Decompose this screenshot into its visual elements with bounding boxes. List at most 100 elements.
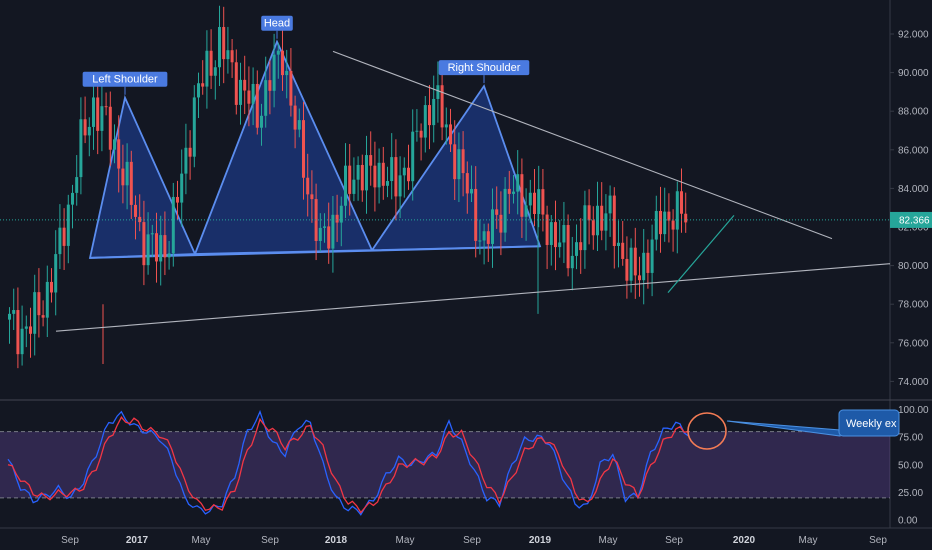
candle-body bbox=[251, 83, 255, 104]
candle-body bbox=[71, 192, 74, 205]
candle-body bbox=[92, 97, 95, 127]
candle-body bbox=[163, 235, 167, 258]
candle-body bbox=[579, 242, 583, 251]
candle-body bbox=[272, 54, 276, 91]
candle-body bbox=[289, 70, 293, 106]
candle-body bbox=[79, 119, 83, 178]
candle-body bbox=[365, 155, 368, 191]
time-tick-label: Sep bbox=[665, 535, 683, 546]
candle-body bbox=[398, 175, 402, 197]
candle-body bbox=[470, 188, 473, 194]
candle-body bbox=[600, 205, 604, 231]
candle-body bbox=[45, 281, 49, 318]
candle-body bbox=[407, 167, 410, 182]
price-tick-label: 90.000 bbox=[898, 68, 929, 79]
candle-body bbox=[554, 222, 557, 248]
resistance-trendline bbox=[332, 50, 833, 240]
candle-body bbox=[457, 149, 461, 180]
candle-body bbox=[423, 105, 427, 138]
candle-body bbox=[243, 79, 247, 91]
candle-body bbox=[633, 247, 637, 276]
price-tick-label: 80.000 bbox=[898, 261, 929, 272]
candle-body bbox=[537, 189, 541, 215]
candle-body bbox=[629, 247, 633, 281]
candle-body bbox=[226, 50, 230, 60]
candle-body bbox=[205, 50, 209, 87]
candle-body bbox=[41, 315, 45, 318]
candle-body bbox=[583, 205, 587, 251]
candle-body bbox=[465, 173, 469, 194]
candle-body bbox=[113, 139, 116, 150]
candle-body bbox=[369, 155, 373, 166]
candle-body bbox=[12, 310, 16, 314]
candle-body bbox=[402, 167, 406, 176]
candle-body bbox=[75, 177, 79, 193]
candle-body bbox=[461, 149, 465, 174]
candle-body bbox=[419, 130, 423, 138]
candle-body bbox=[394, 157, 398, 197]
oscillator-tick-label: 100.00 bbox=[898, 405, 929, 416]
candle-body bbox=[121, 168, 125, 186]
oscillator-tick-label: 50.00 bbox=[898, 460, 923, 471]
candle-body bbox=[285, 70, 289, 76]
candle-body bbox=[482, 231, 486, 241]
time-tick-label: May bbox=[192, 535, 211, 546]
candle-body bbox=[352, 179, 356, 194]
candle-body bbox=[386, 181, 389, 186]
candle-body bbox=[255, 83, 259, 128]
candle-body bbox=[276, 50, 280, 55]
candle-body bbox=[29, 326, 32, 334]
candle-body bbox=[356, 164, 360, 180]
candle-body bbox=[297, 120, 301, 130]
candle-body bbox=[436, 85, 440, 99]
pattern-label-text: Head bbox=[264, 18, 290, 30]
candle-body bbox=[591, 220, 595, 236]
time-tick-label: 2017 bbox=[126, 535, 149, 546]
candle-body bbox=[360, 164, 364, 191]
candle-body bbox=[671, 220, 675, 230]
short-uptrend-line bbox=[667, 215, 735, 294]
candle-body bbox=[650, 239, 654, 273]
candle-body bbox=[587, 205, 591, 221]
candle-body bbox=[230, 50, 234, 63]
candle-body bbox=[20, 328, 24, 355]
current-price-badge bbox=[890, 211, 932, 228]
callout-box bbox=[838, 409, 900, 437]
candle-body bbox=[87, 126, 91, 136]
candle-body bbox=[390, 157, 394, 182]
candle-body bbox=[83, 119, 87, 136]
candle-body bbox=[638, 275, 641, 281]
time-tick-label: Sep bbox=[61, 535, 79, 546]
candle-body bbox=[516, 174, 520, 192]
candle-body bbox=[381, 162, 385, 186]
oscillator-k-line bbox=[7, 409, 689, 516]
candle-body bbox=[570, 255, 574, 269]
candle-body bbox=[54, 254, 58, 293]
candle-body bbox=[667, 211, 671, 221]
price-tick-label: 88.000 bbox=[898, 107, 929, 118]
candle-body bbox=[331, 214, 335, 249]
candle-body bbox=[474, 188, 478, 241]
candle-body bbox=[327, 226, 331, 249]
candle-body bbox=[268, 80, 272, 91]
time-tick-label: Sep bbox=[869, 535, 887, 546]
candle-body bbox=[159, 235, 163, 262]
candle-body bbox=[432, 98, 436, 126]
candle-body bbox=[188, 147, 192, 157]
current-price-label: 82.366 bbox=[899, 215, 930, 226]
oscillator-band bbox=[0, 431, 890, 498]
candle-body bbox=[604, 213, 608, 231]
price-tick-label: 76.000 bbox=[898, 338, 929, 349]
candle-body bbox=[129, 161, 133, 205]
price-tick-label: 82.000 bbox=[898, 223, 929, 234]
candle-body bbox=[150, 233, 154, 235]
candle-body bbox=[176, 196, 179, 203]
candle-body bbox=[503, 188, 507, 233]
time-tick-label: 2019 bbox=[529, 535, 552, 546]
candle-body bbox=[373, 165, 377, 188]
pattern-label-box bbox=[261, 15, 293, 31]
candle-body bbox=[197, 83, 200, 98]
candle-body bbox=[453, 144, 457, 180]
candle-body bbox=[533, 192, 536, 215]
